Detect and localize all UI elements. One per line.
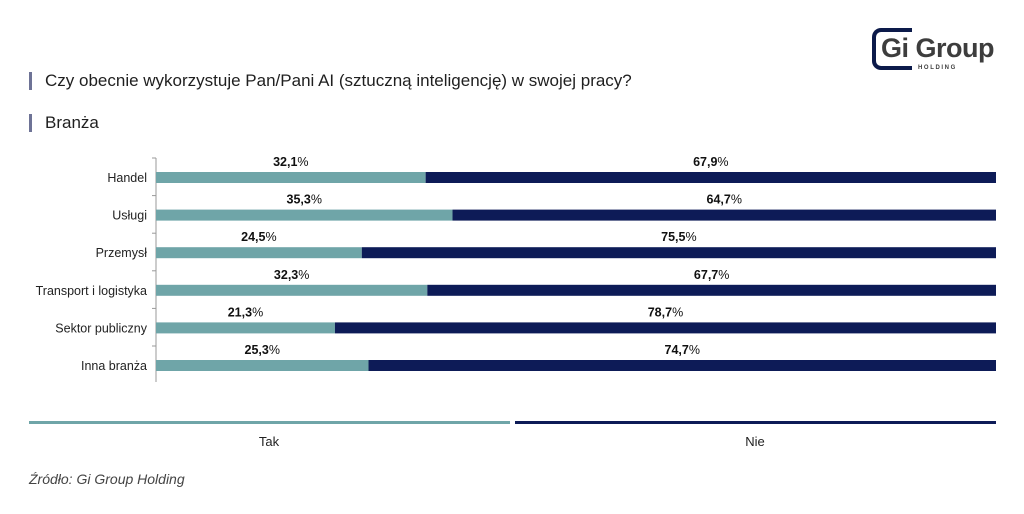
bar-tak — [156, 360, 369, 371]
data-label-nie: 67,7% — [694, 268, 729, 282]
source-note: Źródło: Gi Group Holding — [29, 471, 185, 487]
data-label-tak: 35,3% — [287, 193, 322, 207]
chart-title: Czy obecnie wykorzystuje Pan/Pani AI (sz… — [45, 71, 632, 90]
bar-tak — [156, 247, 362, 259]
data-label-tak: 25,3% — [245, 343, 280, 357]
data-label-nie: 75,5% — [661, 230, 696, 244]
bar-tak — [156, 284, 428, 296]
data-label-tak: 32,1% — [273, 155, 308, 169]
chart-title-row: Czy obecnie wykorzystuje Pan/Pani AI (sz… — [29, 71, 632, 91]
subtitle-accent-bar — [29, 114, 32, 132]
category-label: Inna branża — [81, 359, 147, 373]
data-label-tak: 32,3% — [274, 268, 309, 282]
data-label-nie: 74,7% — [665, 343, 700, 357]
category-label: Sektor publiczny — [55, 321, 147, 335]
data-label-nie: 67,9% — [693, 155, 728, 169]
chart-subtitle: Branża — [45, 113, 99, 132]
category-label: Handel — [107, 171, 147, 185]
bar-nie — [425, 172, 996, 183]
bar-nie — [368, 360, 996, 371]
category-label: Przemysł — [96, 246, 148, 260]
category-label: Transport i logistyka — [36, 284, 147, 298]
data-label-tak: 24,5% — [241, 230, 276, 244]
bar-nie — [361, 247, 996, 259]
logo-frame — [872, 28, 912, 70]
chart-subtitle-row: Branża — [29, 113, 99, 133]
bar-nie — [334, 322, 996, 334]
data-label-nie: 64,7% — [707, 193, 742, 207]
data-label-nie: 78,7% — [648, 305, 683, 319]
data-label-tak: 21,3% — [228, 305, 263, 319]
bar-nie — [452, 209, 996, 221]
category-label: Usługi — [112, 209, 147, 223]
legend-line-tak — [29, 421, 510, 424]
logo-sub: HOLDING — [918, 65, 957, 71]
logo-brand: Gi Group — [881, 33, 995, 63]
gi-group-logo: Gi Group HOLDING — [872, 28, 1002, 74]
legend-label-nie: Nie — [745, 434, 765, 449]
bar-tak — [156, 322, 335, 334]
title-accent-bar — [29, 72, 32, 90]
legend-line-nie — [515, 421, 996, 424]
legend-label-tak: Tak — [258, 434, 280, 449]
bar-tak — [156, 209, 453, 221]
bar-nie — [427, 284, 996, 296]
bar-tak — [156, 172, 426, 183]
